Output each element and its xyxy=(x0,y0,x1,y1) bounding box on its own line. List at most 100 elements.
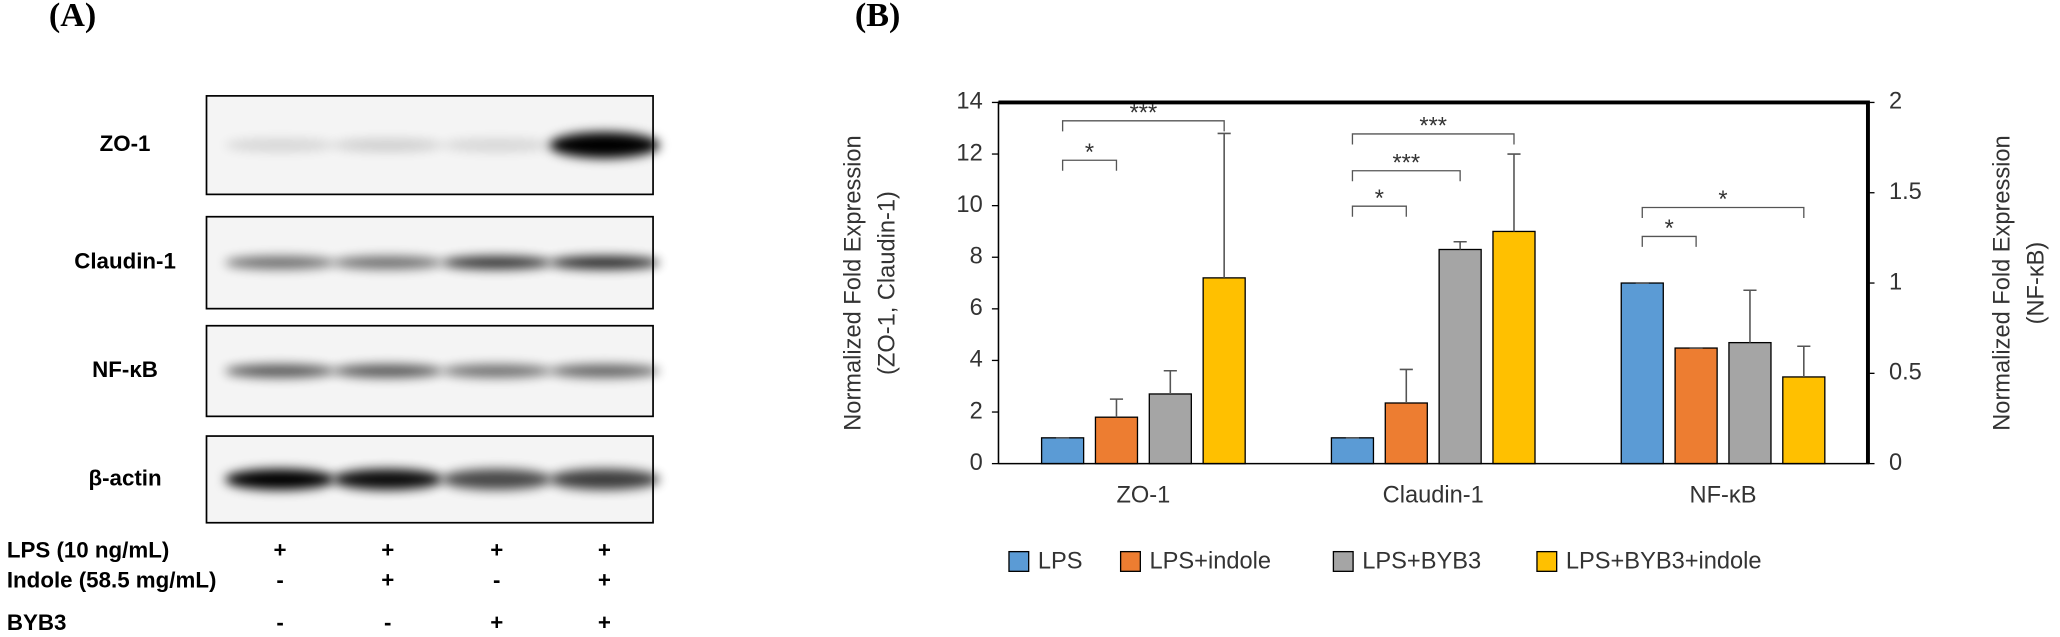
y-tick-label: 2 xyxy=(970,398,983,424)
condition-mark: + xyxy=(381,538,394,563)
condition-label: Indole (58.5 mg/mL) xyxy=(7,568,217,593)
significance-label: *** xyxy=(1130,101,1158,127)
condition-mark: + xyxy=(381,568,394,593)
blot-band xyxy=(549,468,660,490)
y-tick-label: 10 xyxy=(956,192,982,218)
y2-axis-label: Normalized Fold Expression xyxy=(1989,135,2015,430)
y2-tick-label: 1.5 xyxy=(1889,179,1922,205)
significance-bracket xyxy=(1351,170,1461,182)
blot-band xyxy=(332,364,443,378)
y2-tick-label: 1 xyxy=(1889,269,1902,295)
y-tick-label: 8 xyxy=(970,243,983,269)
error-bar xyxy=(1453,240,1467,250)
error-bar xyxy=(1797,345,1811,377)
significance-label: * xyxy=(1718,187,1727,213)
error-bar xyxy=(1743,289,1757,343)
significance-label: * xyxy=(1665,216,1674,242)
legend-label: LPS+BYB3+indole xyxy=(1566,548,1762,574)
bar xyxy=(1438,248,1482,465)
error-bar xyxy=(1163,369,1177,394)
blot-band xyxy=(224,364,336,378)
condition-mark: + xyxy=(598,568,611,593)
blot-band xyxy=(549,364,660,378)
y-tick-label: 0 xyxy=(970,450,983,476)
condition-mark: + xyxy=(274,538,287,563)
significance-bracket xyxy=(1351,133,1515,145)
blot-band xyxy=(549,256,660,270)
bar xyxy=(1148,393,1192,465)
blot-label: ZO-1 xyxy=(100,131,151,156)
blot-band xyxy=(224,256,336,270)
y-tick-label: 6 xyxy=(970,295,983,321)
bar xyxy=(1492,230,1536,465)
condition-mark: - xyxy=(384,610,391,635)
bar xyxy=(1620,282,1664,465)
condition-mark: + xyxy=(490,610,503,635)
condition-mark: - xyxy=(276,610,283,635)
plot-frame-bold xyxy=(998,100,1870,464)
significance-label: * xyxy=(1375,186,1384,212)
condition-mark: - xyxy=(493,568,500,593)
significance-label: * xyxy=(1085,140,1094,166)
panel-label: (A) xyxy=(49,0,96,34)
panel-label: (B) xyxy=(855,0,901,34)
significance-bracket xyxy=(1351,205,1407,217)
bar xyxy=(1094,416,1139,465)
y-tick-label: 4 xyxy=(970,347,983,373)
blot-band xyxy=(441,256,552,270)
bar xyxy=(1202,277,1246,465)
legend-label: LPS+BYB3 xyxy=(1362,548,1481,574)
blot-band xyxy=(549,131,660,159)
error-bar xyxy=(1399,368,1413,404)
legend-label: LPS+indole xyxy=(1150,548,1272,574)
bar xyxy=(1728,341,1772,465)
y2-tick-label: 0.5 xyxy=(1889,360,1922,386)
x-tick-label: NF-κB xyxy=(1690,483,1757,509)
y-axis-label: Normalized Fold Expression xyxy=(840,135,866,430)
blot-band xyxy=(332,256,443,270)
bar xyxy=(1330,437,1375,465)
error-bar xyxy=(1507,153,1521,232)
blot-label: β-actin xyxy=(88,465,161,490)
significance-bracket xyxy=(1641,235,1697,247)
legend-swatch xyxy=(1536,550,1558,572)
blot-label: NF-κB xyxy=(92,357,158,382)
y2-axis-label: (NF-κB) xyxy=(2024,242,2050,325)
legend-label: LPS xyxy=(1038,548,1083,574)
blot-band xyxy=(224,138,336,152)
blot-band xyxy=(441,364,552,378)
significance-bracket xyxy=(1641,206,1805,219)
bar xyxy=(1782,376,1826,465)
bar xyxy=(1674,347,1718,465)
blot-band xyxy=(332,138,443,152)
error-bar xyxy=(1217,132,1231,278)
bar xyxy=(1384,402,1428,465)
bar xyxy=(1040,437,1085,465)
y-tick-label: 12 xyxy=(956,140,982,166)
error-bar xyxy=(1109,398,1124,418)
blot-band xyxy=(441,468,552,490)
significance-label: *** xyxy=(1392,150,1420,176)
blot-band xyxy=(224,468,336,490)
x-tick-label: Claudin-1 xyxy=(1383,483,1484,509)
condition-mark: + xyxy=(490,538,503,563)
blot-band xyxy=(441,138,552,152)
significance-bracket xyxy=(1061,159,1118,171)
blot-band xyxy=(332,468,443,490)
x-tick-label: ZO-1 xyxy=(1116,483,1170,509)
condition-label: BYB3 xyxy=(7,610,67,635)
y-axis-label: (ZO-1, Claudin-1) xyxy=(874,191,900,375)
condition-label: LPS (10 ng/mL) xyxy=(7,538,169,563)
condition-mark: + xyxy=(598,538,611,563)
condition-mark: + xyxy=(598,610,611,635)
y2-tick-label: 2 xyxy=(1889,89,1902,115)
condition-mark: - xyxy=(276,568,283,593)
significance-label: *** xyxy=(1419,114,1447,140)
legend-swatch xyxy=(1008,550,1030,572)
y2-tick-label: 0 xyxy=(1889,450,1902,476)
y-tick-label: 14 xyxy=(956,89,982,115)
blot-label: Claudin-1 xyxy=(74,249,176,274)
legend-swatch xyxy=(1332,550,1354,572)
